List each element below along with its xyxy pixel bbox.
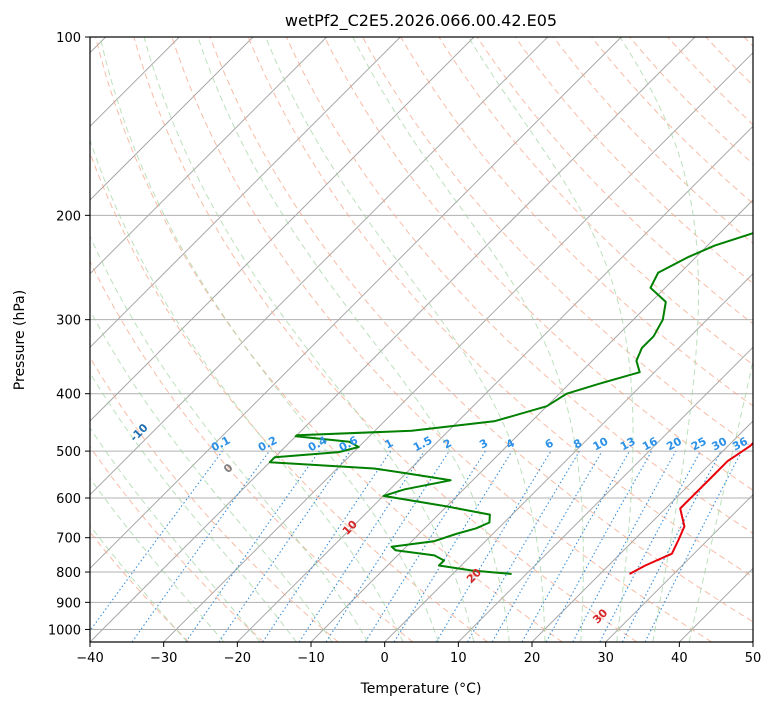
mixing-ratio-label: 36 — [730, 435, 750, 454]
y-tick-label: 1000 — [48, 623, 81, 638]
y-tick-label: 200 — [56, 209, 81, 224]
isotherm-line — [384, 272, 753, 642]
isotherm-line — [605, 493, 753, 642]
mixing-ratio-line — [185, 450, 320, 642]
isotherm-line — [457, 346, 753, 642]
y-tick-label: 900 — [56, 596, 81, 611]
background-lines — [90, 37, 753, 642]
x-tick-label: −20 — [224, 651, 251, 666]
x-tick-label: 10 — [450, 651, 467, 666]
moist-adiabat-line — [197, 37, 510, 642]
mixing-ratio-line — [572, 450, 677, 642]
isotherm-line — [90, 37, 622, 570]
isotherm-line — [90, 37, 475, 422]
dry-adiabat-line — [90, 260, 414, 642]
mixing-ratio-label: 25 — [689, 435, 709, 454]
mixing-ratio-label: 10 — [591, 435, 611, 454]
moist-adiabat-line — [265, 37, 546, 642]
chart-title: wetPf2_C2E5.2026.066.00.42.E05 — [285, 11, 557, 31]
plot-frame — [89, 36, 754, 643]
dry-adiabat-line — [476, 37, 753, 325]
x-tick-label: 0 — [381, 651, 389, 666]
mixing-ratio-line — [325, 450, 450, 642]
y-tick-label: 800 — [56, 566, 81, 581]
moist-adiabat-line — [90, 309, 333, 642]
dry-adiabat-line — [247, 37, 753, 578]
isotherm-line — [90, 37, 401, 349]
x-tick-label: −30 — [150, 651, 177, 666]
moist-adiabat-line — [90, 524, 188, 642]
moist-adiabat-line — [143, 37, 475, 642]
dry-adiabat-line — [324, 37, 753, 491]
mixing-ratio-line — [545, 450, 653, 642]
dry-adiabat-line — [209, 37, 753, 623]
mixing-ratio-line — [298, 450, 425, 642]
x-tick-label: −10 — [297, 651, 324, 666]
x-tick-label: 30 — [597, 651, 614, 666]
isotherm-line — [90, 37, 328, 275]
dry-adiabat-line — [285, 37, 753, 534]
mixing-ratio-label: 30 — [710, 435, 730, 454]
axes: −40 −30 −20 −10 0 10 20 30 40 50 1000 900 800 700 600 5… — [48, 31, 761, 666]
moist-adiabat-line — [688, 358, 753, 642]
moist-adiabat-line — [90, 427, 261, 642]
y-tick-label: 700 — [56, 532, 81, 547]
x-tick-label: 40 — [671, 651, 688, 666]
mixing-ratio-label: 16 — [640, 435, 660, 454]
y-tick-label: 600 — [56, 492, 81, 507]
moist-adiabat-line — [90, 235, 369, 642]
x-tick-label: 50 — [745, 651, 762, 666]
moist-adiabat-line — [90, 138, 404, 642]
x-axis-label: Temperature (°C) — [360, 681, 482, 697]
mixing-ratio-line — [393, 450, 513, 642]
mixing-ratio-line — [218, 450, 351, 642]
isotherm-line — [163, 51, 753, 642]
dry-adiabat-line — [514, 37, 753, 285]
y-tick-label: 100 — [56, 31, 81, 46]
dry-adiabat-line — [133, 37, 638, 642]
isotherm-line — [90, 37, 549, 496]
profile-lines — [268, 232, 753, 575]
dry-adiabat-line — [90, 445, 264, 642]
moist-adiabat-line — [90, 371, 297, 642]
isotherm-line — [236, 125, 753, 642]
moist-adiabat-line — [619, 37, 699, 642]
mixing-ratio-line — [90, 450, 223, 632]
dry-adiabat-line — [95, 37, 563, 642]
y-axis-label: Pressure (hPa) — [12, 290, 28, 390]
mixing-ratio-line — [262, 450, 392, 642]
mixing-ratio-line — [644, 450, 743, 642]
y-tick-label: 500 — [56, 445, 81, 460]
temperature-profile — [629, 441, 753, 575]
moist-adiabat-line — [99, 37, 439, 642]
dry-adiabat-line — [90, 356, 339, 642]
mixing-ratio-line — [131, 450, 270, 642]
moist-adiabat-line — [352, 37, 584, 642]
moist-adiabat-line — [90, 477, 225, 642]
mixing-ratio-line — [521, 450, 630, 642]
dry-adiabat-line — [171, 37, 712, 642]
x-tick-label: 20 — [524, 651, 541, 666]
isotherm-line — [531, 420, 753, 642]
y-tick-label: 400 — [56, 388, 81, 403]
isotherm-line — [90, 37, 696, 642]
y-tick-label: 300 — [56, 314, 81, 329]
dewpoint-profile — [268, 232, 753, 575]
x-tick-label: −40 — [76, 651, 103, 666]
isotherm-line — [90, 37, 254, 201]
mixing-ratio-label: 20 — [664, 435, 684, 454]
mixing-ratio-label: 13 — [618, 435, 638, 454]
